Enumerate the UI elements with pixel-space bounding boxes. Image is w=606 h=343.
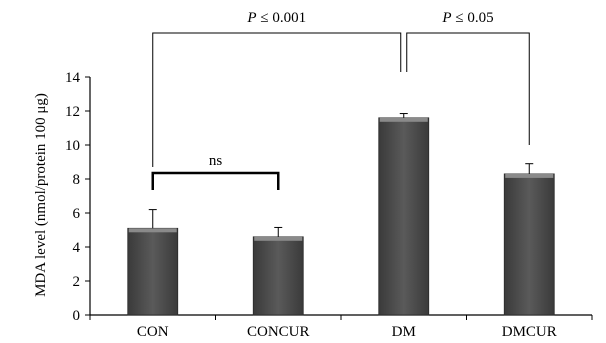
significance-label: ns bbox=[209, 153, 223, 169]
p-value: ≤ 0.05 bbox=[455, 10, 493, 26]
bar-top-highlight bbox=[379, 117, 428, 122]
bar-top-highlight bbox=[254, 236, 303, 241]
bar bbox=[378, 117, 430, 316]
y-tick-label: 4 bbox=[73, 240, 81, 256]
y-axis-title: MDA level (nmol/protein 100 μg) bbox=[33, 93, 49, 297]
x-tick-label: CONCUR bbox=[247, 324, 310, 340]
axes: 0 2 4 6 8 10 12 14 CON CONCUR DM DMCUR bbox=[65, 70, 593, 340]
p-value: ≤ 0.001 bbox=[260, 10, 306, 26]
p-value: ns bbox=[209, 153, 223, 169]
x-tick-label: CON bbox=[137, 324, 169, 340]
significance-bracket bbox=[406, 32, 530, 145]
p-symbol: P bbox=[441, 10, 451, 26]
x-tick-label: DM bbox=[392, 324, 416, 340]
bar bbox=[127, 227, 179, 316]
y-tick-label: 10 bbox=[65, 138, 80, 154]
p-symbol: P bbox=[246, 10, 256, 26]
significance-label: P ≤ 0.05 bbox=[441, 10, 493, 26]
y-tick-label: 8 bbox=[73, 172, 81, 188]
bar bbox=[252, 236, 304, 316]
significance-annotations: nsP ≤ 0.001 P ≤ 0.05 bbox=[151, 10, 530, 190]
significance-label: P ≤ 0.001 bbox=[246, 10, 306, 26]
significance-bracket bbox=[151, 171, 280, 190]
significance-bracket bbox=[152, 32, 402, 167]
bar bbox=[503, 173, 555, 316]
x-tick-label: DMCUR bbox=[502, 324, 557, 340]
y-tick-label: 14 bbox=[65, 70, 81, 86]
bar-top-highlight bbox=[505, 173, 554, 178]
y-tick-label: 2 bbox=[73, 274, 81, 290]
y-tick-label: 12 bbox=[65, 104, 80, 120]
y-tick-label: 0 bbox=[73, 308, 81, 324]
y-tick-label: 6 bbox=[73, 206, 81, 222]
bars bbox=[127, 113, 555, 316]
bar-top-highlight bbox=[128, 228, 177, 233]
